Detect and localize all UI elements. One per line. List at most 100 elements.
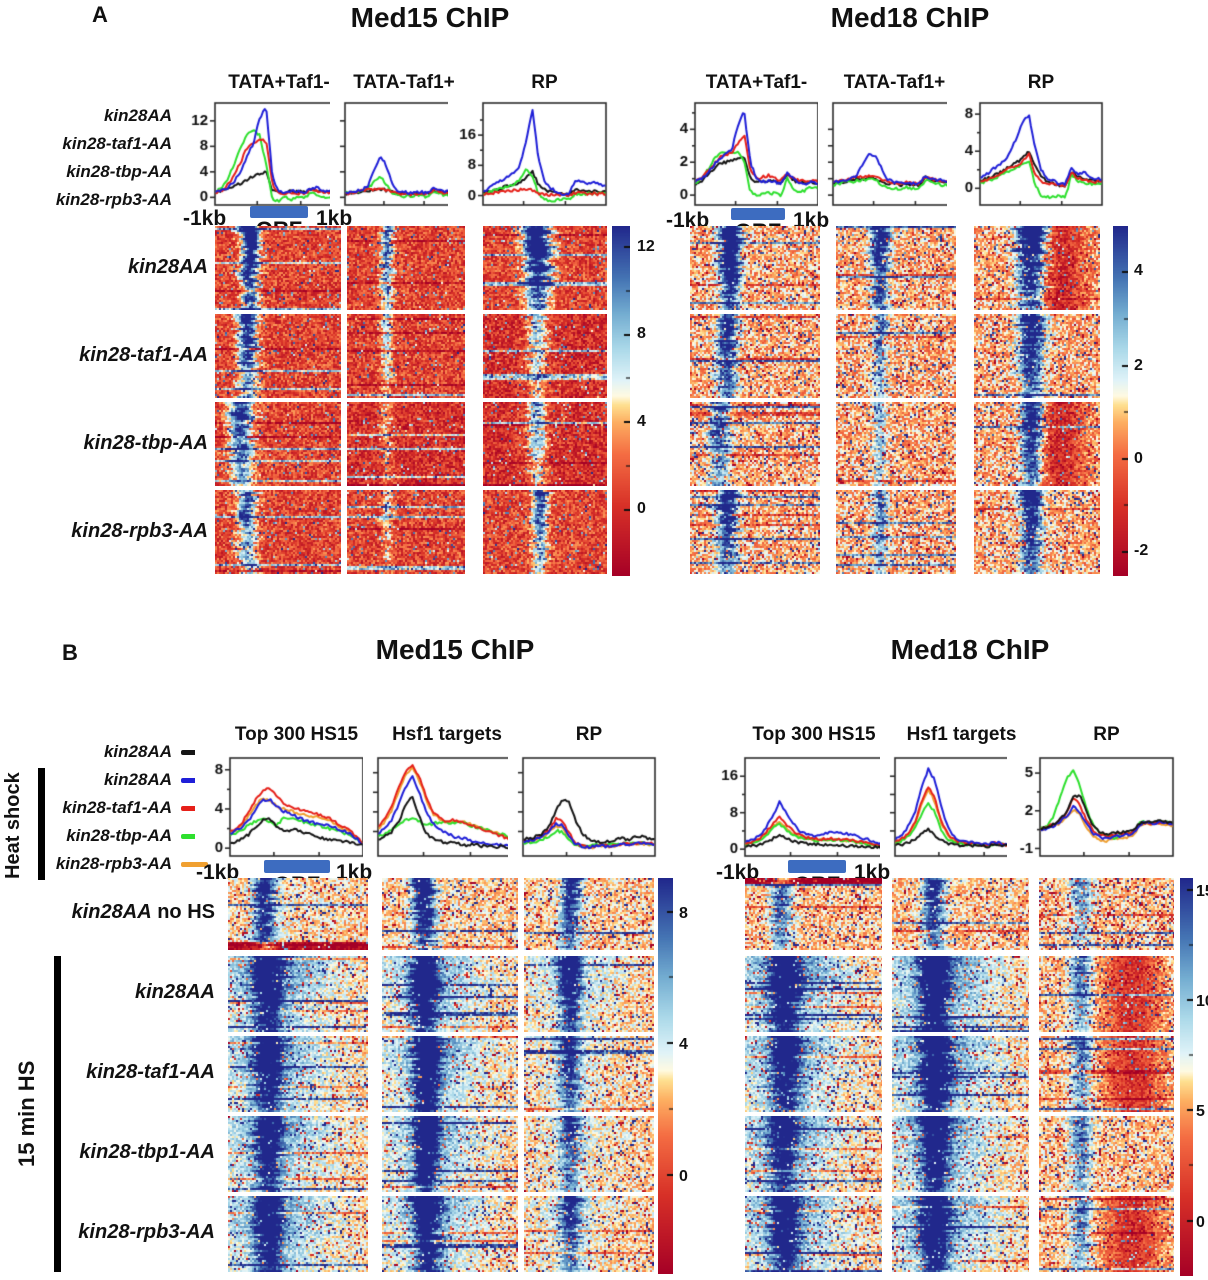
row-label-a-rpb3: kin28-rpb3-AA [71,520,208,542]
colorbar-tick-a18-2: 2 [1134,357,1143,374]
metagene-plot-b-med18-hsf1 [880,750,1030,858]
heatmap-row-0-1 [215,314,607,398]
heatmap-row-2-3 [228,1116,654,1192]
colorbar-tick-a15-0: 0 [637,500,646,517]
heatmap-row-1-1 [690,314,1100,398]
panel-a-label: A [92,2,108,27]
heatmap-med18-b-r2-c0 [745,1036,882,1112]
colorbar-tick-b15-8: 8 [679,905,688,922]
orf-bar-b-med15 [264,860,330,873]
heat-shock-bracket [38,768,45,880]
heatmap-row-2-0 [228,878,654,950]
heatmap-med15-a-r2-c2 [483,402,607,486]
heatmap-med18-b-r3-c2 [1039,1116,1174,1192]
colorbar-b-med18 [1180,878,1193,1276]
heatmap-grid-b-med18 [745,878,1174,1272]
heatmap-med15-b-r0-c2 [524,878,654,950]
heatmap-med15-b-r1-c0 [228,956,368,1032]
legend-a-label-3: kin28-rpb3-AA [55,190,172,209]
row-label-b-rpb3: kin28-rpb3-AA [78,1221,215,1243]
heatmap-row-2-4 [228,1196,654,1272]
heatmap-med15-b-r4-c1 [382,1196,518,1272]
row-label-b-taf1: kin28-taf1-AA [86,1061,215,1083]
legend-b-swatch-1 [181,777,208,783]
heatmap-med18-b-r4-c0 [745,1196,882,1272]
plot-title-a-med15-rp: RP [531,72,558,93]
heatmap-grid-a-med18 [690,226,1100,574]
heatmap-med15-a-r1-c0 [215,314,341,398]
row-label-a-kin28AA: kin28AA [127,256,208,278]
fifteen-min-hs-label: 15 min HS [14,1060,39,1168]
heatmap-med18-a-r3-c2 [974,490,1100,574]
heatmap-med15-b-r1-c2 [524,956,654,1032]
heatmap-med15-a-r1-c2 [483,314,607,398]
orf-bar-a-med18 [731,208,785,220]
metagene-plot-a-med15-tata-minus [330,95,465,207]
heatmap-med15-b-r2-c1 [382,1036,518,1112]
heatmap-med18-a-r0-c2 [974,226,1100,310]
heatmap-med18-b-r3-c0 [745,1116,882,1192]
colorbar-tick-b15-4: 4 [679,1036,688,1053]
heatmap-med18-b-r2-c2 [1039,1036,1174,1112]
heatmap-med15-b-r4-c0 [228,1196,368,1272]
colorbar-tick-a15-12: 12 [637,238,655,255]
row-label-b-noHS: kin28AA no HS [30,901,215,924]
med18-chip-title-b: Med18 ChIP [890,634,1050,665]
heatmap-med18-b-r0-c2 [1039,878,1174,950]
heatmap-row-3-0 [745,878,1174,950]
heat-shock-label: Heat shock [2,772,24,880]
med15-chip-title-a: Med15 ChIP [350,2,510,33]
colorbar-tick-a18-4: 4 [1134,262,1143,279]
heatmap-med18-a-r3-c1 [836,490,956,574]
legend-b-label-0: kin28AA [103,742,172,761]
legend-b-swatch-0 [181,749,208,755]
heatmap-row-0-3 [215,490,607,574]
metagene-plot-a-med15-rp [448,95,608,207]
heatmap-row-3-2 [745,1036,1174,1112]
heatmap-med15-a-r3-c2 [483,490,607,574]
colorbar-tick-a15-8: 8 [637,325,646,342]
heatmap-grid-b-med15 [228,878,654,1272]
heatmap-med18-b-r3-c1 [892,1116,1029,1192]
med18-chip-title-a: Med18 ChIP [830,2,990,33]
legend-b-swatch-4 [181,861,208,867]
row-label-b-tbp1: kin28-tbp1-AA [79,1141,215,1163]
legend-b-label-3: kin28-tbp-AA [66,826,172,845]
heatmap-med15-b-r0-c1 [382,878,518,950]
heatmap-med18-b-r1-c1 [892,956,1029,1032]
heatmap-med15-b-r2-c0 [228,1036,368,1112]
heatmap-med15-a-r0-c2 [483,226,607,310]
legend-b-label-4: kin28-rpb3-AA [55,854,172,873]
plot-title-b-med15-rp: RP [575,724,603,745]
legend-b-entry-tbp: kin28-tbp-AA [30,824,208,848]
legend-a-label-0: kin28AA [103,106,172,125]
heatmap-med15-a-r0-c1 [347,226,465,310]
heatmap-med15-a-r3-c1 [347,490,465,574]
heatmap-row-1-2 [690,402,1100,486]
colorbar-a-med15 [612,226,630,576]
colorbar-tick-a15-4: 4 [637,413,646,430]
heatmap-med18-a-r0-c1 [836,226,956,310]
plot-title-b-med18-hsf1: Hsf1 targets [906,724,1017,745]
metagene-plot-a-med18-tata-minus [818,95,958,207]
metagene-plot-b-med15-top300 [195,750,365,858]
legend-b-entry-kin28AA-noHS: kin28AA [30,740,208,764]
metagene-plot-b-med18-rp [1007,750,1175,858]
heatmap-row-1-0 [690,226,1100,310]
heatmap-med15-a-r1-c1 [347,314,465,398]
metagene-plot-a-med15-tata-plus [180,95,345,207]
metagene-plot-a-med18-rp [947,95,1104,207]
heatmap-med18-a-r1-c0 [690,314,820,398]
heatmap-med15-b-r1-c1 [382,956,518,1032]
heatmap-row-2-2 [228,1036,654,1112]
legend-b-swatch-3 [181,833,208,839]
panel-b-label: B [62,640,78,665]
colorbar-tick-b18-5: 5 [1196,1103,1205,1120]
plot-title-b-med15-top300: Top 300 HS15 [234,724,359,745]
heatmap-med18-a-r2-c1 [836,402,956,486]
colorbar-a-med18 [1113,226,1128,576]
metagene-plot-a-med18-tata-plus [662,95,820,207]
heatmap-med15-b-r3-c0 [228,1116,368,1192]
heatmap-med15-b-r0-c0 [228,878,368,950]
plot-title-b-med18-rp: RP [1093,724,1120,745]
